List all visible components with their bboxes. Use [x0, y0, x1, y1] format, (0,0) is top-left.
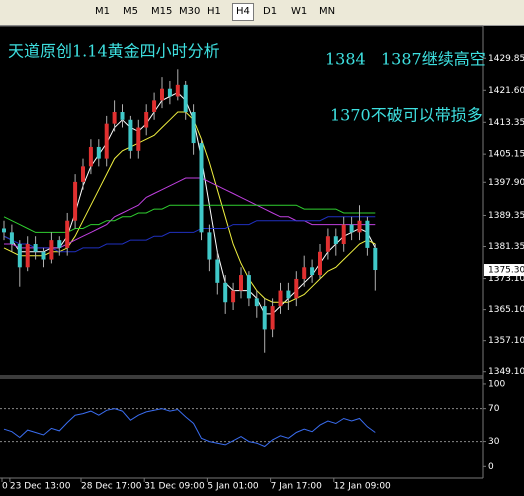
candle-body — [96, 146, 101, 159]
candle-body — [254, 298, 259, 307]
candle-body — [183, 84, 188, 113]
x-tick-label: 28 Dec 17:00 — [81, 482, 142, 492]
candle-body — [310, 267, 315, 276]
candle-body — [199, 143, 204, 233]
y-tick-label: 1397.90 — [488, 178, 524, 188]
candle-body — [286, 290, 291, 299]
y-tick-label: 100 — [488, 379, 505, 389]
x-tick-label: 0 — [2, 482, 8, 492]
candle-body — [167, 88, 172, 97]
y-tick-label: 1413.35 — [488, 118, 524, 128]
candle-body — [246, 275, 251, 299]
candle-body — [278, 290, 283, 307]
timeframe-button[interactable]: M15 — [151, 6, 173, 17]
candle-body — [207, 232, 212, 260]
x-tick-label: 5 Jan 01:00 — [207, 482, 259, 492]
candle-body — [57, 240, 62, 248]
annotation: 天道原创1.14黄金四小时分析 — [8, 42, 220, 61]
line-series — [3, 111, 376, 303]
annotation: 1384 1387继续高空 — [325, 50, 486, 69]
candle-body — [136, 127, 141, 151]
y-tick-label: 1349.10 — [488, 367, 524, 377]
timeframe-button[interactable]: M5 — [123, 6, 138, 17]
candle-body — [373, 247, 378, 271]
y-tick-label: 70 — [488, 404, 500, 414]
last-price-box — [484, 264, 524, 277]
line-series — [3, 204, 376, 233]
candle-body — [349, 224, 354, 233]
y-tick-label: 1405.15 — [488, 150, 524, 160]
candle-body — [270, 306, 275, 330]
candle-body — [144, 112, 149, 128]
candle-body — [175, 84, 180, 97]
candle-body — [231, 290, 236, 303]
candle-body — [215, 259, 220, 283]
annotation: 1370不破可以带损多 — [330, 106, 483, 125]
timeframe-button[interactable]: M30 — [179, 6, 201, 17]
line-series — [3, 408, 376, 448]
candle-body — [25, 244, 30, 268]
candle-body — [41, 251, 46, 260]
candle-body — [262, 306, 267, 330]
candle-body — [112, 112, 117, 124]
candle-body — [49, 240, 54, 260]
candle-body — [365, 220, 370, 248]
line-series — [3, 91, 376, 315]
candle-body — [318, 251, 322, 276]
candle-body — [104, 123, 109, 159]
candle-body — [191, 112, 196, 144]
candle-body — [302, 267, 307, 279]
y-tick-label: 1373.10 — [488, 274, 524, 284]
candle-body — [239, 275, 243, 291]
candle-body — [357, 220, 362, 233]
line-series — [3, 216, 376, 253]
timeframe-button[interactable]: H1 — [207, 6, 221, 17]
timeframe-button[interactable]: H4 — [232, 3, 254, 21]
candle-body — [120, 112, 125, 120]
candle-body — [17, 244, 22, 268]
x-tick-label: 7 Jan 17:00 — [271, 482, 323, 492]
candle-body — [294, 278, 299, 299]
last-price-label: 1375.30 — [488, 266, 524, 276]
y-tick-label: 30 — [488, 437, 500, 447]
timeframe-button[interactable]: D1 — [263, 6, 278, 17]
candle-body — [223, 282, 228, 303]
candle-body — [152, 100, 157, 113]
y-tick-label: 1389.35 — [488, 211, 524, 221]
timeframe-button[interactable]: MN — [319, 6, 336, 17]
y-tick-label: 1381.35 — [488, 242, 524, 252]
x-tick-label: 23 Dec 13:00 — [10, 482, 71, 492]
timeframe-button[interactable]: W1 — [291, 6, 308, 17]
timeframe-button[interactable]: M1 — [95, 6, 110, 17]
y-tick-label: 1429.85 — [488, 54, 524, 64]
candle-body — [160, 88, 164, 101]
candle-body — [73, 181, 78, 221]
x-tick-label: 31 Dec 09:00 — [144, 482, 205, 492]
candle-body — [33, 244, 38, 252]
candle-body — [325, 236, 330, 252]
candle-body — [128, 119, 133, 151]
candle-body — [341, 224, 346, 245]
y-tick-label: 0 — [488, 462, 494, 472]
candle-body — [9, 232, 14, 245]
candle-body — [333, 236, 338, 245]
y-tick-label: 1365.10 — [488, 305, 524, 315]
candle-body — [88, 146, 93, 167]
y-tick-label: 1421.60 — [488, 86, 524, 96]
candle-body — [65, 220, 70, 248]
candle-body — [81, 166, 85, 182]
candle-body — [2, 228, 6, 233]
x-tick-label: 12 Jan 09:00 — [334, 482, 391, 492]
y-tick-label: 1357.10 — [488, 336, 524, 346]
